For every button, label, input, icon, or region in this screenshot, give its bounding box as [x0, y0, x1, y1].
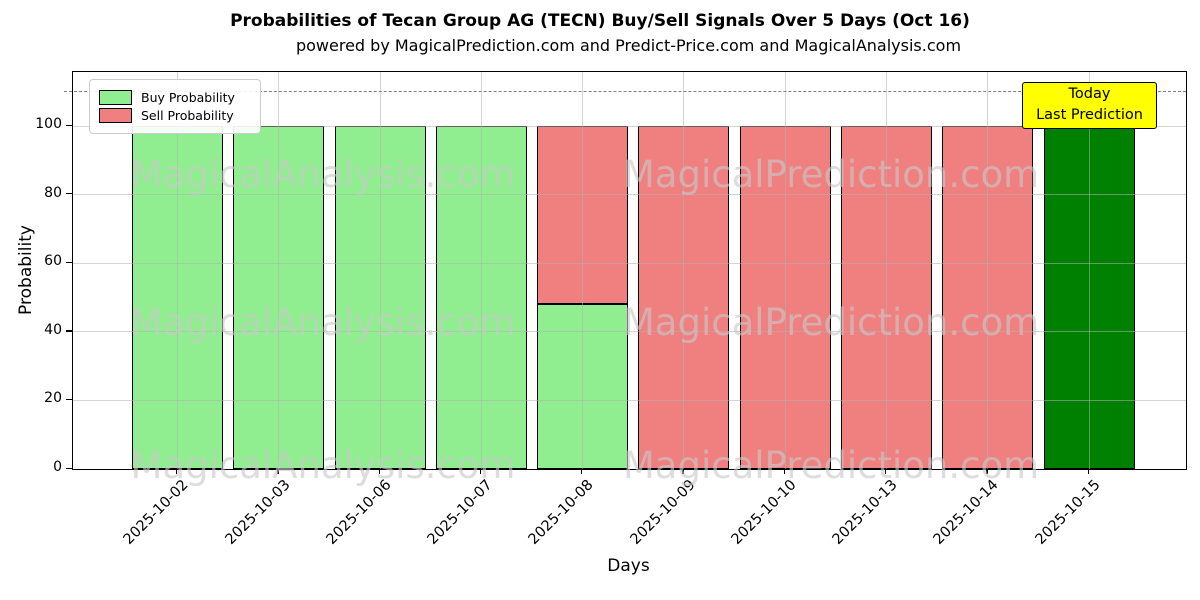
xtick-label-2025-10-10: 2025-10-10	[728, 477, 800, 548]
chart-title: Probabilities of Tecan Group AG (TECN) B…	[230, 11, 970, 31]
today-annotation-box: Today Last Prediction	[1022, 82, 1157, 129]
threshold-dashed-line	[64, 91, 1186, 92]
gridline-x-2025-10-07	[480, 72, 482, 469]
legend: Buy Probability Sell Probability	[89, 79, 261, 134]
gridline-x-2025-10-14	[987, 72, 989, 469]
ytick-mark-0	[66, 467, 72, 469]
buy-swatch-icon	[99, 90, 132, 105]
legend-label-sell: Sell Probability	[141, 108, 234, 123]
xtick-mark-2025-10-14	[986, 469, 988, 474]
ytick-mark-80	[66, 193, 72, 195]
gridline-x-2025-10-10	[784, 72, 786, 469]
annotation-line1: Today	[1068, 86, 1111, 102]
chart-subtitle: powered by MagicalPrediction.com and Pre…	[295, 36, 962, 55]
ytick-mark-100	[66, 124, 72, 126]
xtick-mark-2025-10-10	[783, 469, 785, 474]
gridline-x-2025-10-15	[1088, 72, 1090, 469]
gridline-y-40	[73, 331, 1186, 333]
y-axis-title: Probability	[16, 225, 36, 315]
xtick-label-2025-10-15: 2025-10-15	[1032, 477, 1104, 548]
ytick-mark-60	[66, 261, 72, 263]
gridline-x-2025-10-06	[379, 72, 381, 469]
xtick-mark-2025-10-02	[176, 469, 178, 474]
xtick-mark-2025-10-15	[1087, 469, 1089, 474]
xtick-mark-2025-10-06	[378, 469, 380, 474]
gridline-x-2025-10-13	[885, 72, 887, 469]
ytick-mark-20	[66, 398, 72, 401]
legend-item-buy: Buy Probability	[99, 90, 251, 105]
ytick-label-20: 20	[44, 390, 62, 407]
ytick-label-0: 0	[53, 459, 62, 475]
xtick-mark-2025-10-08	[581, 469, 583, 474]
gridline-y-100	[73, 125, 1186, 127]
ytick-mark-40	[66, 330, 72, 332]
plot-area: MagicalAnalysis.com MagicalPrediction.com…	[64, 71, 1187, 487]
gridline-x-2025-10-09	[683, 72, 685, 469]
ytick-label-40: 40	[44, 321, 62, 338]
xtick-mark-2025-10-03	[277, 469, 279, 474]
ytick-label-60: 60	[44, 253, 62, 270]
annotation-line2: Last Prediction	[1036, 107, 1143, 123]
xtick-label-2025-10-03: 2025-10-03	[222, 477, 294, 548]
xtick-label-2025-10-14: 2025-10-14	[931, 477, 1003, 548]
gridline-x-2025-10-02	[177, 72, 178, 469]
xtick-label-2025-10-09: 2025-10-09	[627, 477, 699, 548]
legend-label-buy: Buy Probability	[141, 90, 235, 105]
xtick-label-2025-10-02: 2025-10-02	[120, 477, 192, 548]
xtick-label-2025-10-06: 2025-10-06	[323, 477, 395, 548]
gridline-x-2025-10-03	[278, 72, 280, 469]
xtick-label-2025-10-13: 2025-10-13	[829, 477, 901, 548]
xtick-label-2025-10-07: 2025-10-07	[424, 477, 496, 548]
xtick-mark-2025-10-09	[682, 469, 684, 474]
x-axis-title: Days	[607, 556, 650, 576]
xtick-mark-2025-10-13	[884, 469, 887, 474]
gridline-y-60	[73, 262, 1186, 264]
xtick-label-2025-10-08: 2025-10-08	[526, 477, 597, 548]
xtick-mark-2025-10-07	[479, 469, 482, 474]
gridline-y-20	[73, 399, 1186, 401]
legend-item-sell: Sell Probability	[99, 108, 251, 123]
ytick-label-100: 100	[35, 116, 62, 132]
gridline-y-80	[73, 194, 1186, 196]
gridline-x-2025-10-08	[582, 72, 584, 469]
ytick-label-80: 80	[44, 184, 62, 201]
sell-swatch-icon	[99, 108, 132, 123]
